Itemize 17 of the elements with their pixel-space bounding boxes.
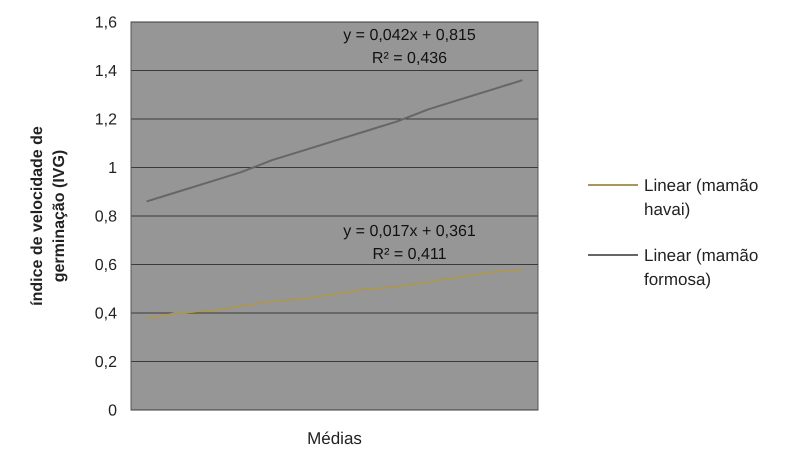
y-tick-label: 0,6: [94, 257, 118, 274]
line-series: [146, 79, 524, 202]
legend-label: Linear (mamão havai): [644, 176, 758, 219]
annotation: y = 0,017x + 0,361 R² = 0,411: [343, 223, 476, 263]
y-tick-label: 1,2: [94, 112, 118, 129]
y-tick-label: 1,6: [94, 14, 118, 32]
y-tick-label: 0,2: [94, 354, 118, 372]
x-axis-title: Médias: [307, 429, 362, 448]
annotation: y = 0,042x + 0,815 R² = 0,436: [343, 27, 476, 67]
y-tick-label: 1,4: [94, 63, 118, 80]
y-tick-label: 0,4: [94, 306, 118, 323]
legend-label: Linear (mamão formosa): [644, 246, 758, 289]
y-axis-title: índice de velocidade de germinação (IVG): [29, 126, 68, 306]
y-tick-label: 0: [108, 402, 118, 420]
y-tick-label: 1: [108, 160, 118, 178]
y-tick-label: 0,8: [94, 208, 118, 226]
line-series: [146, 268, 524, 319]
